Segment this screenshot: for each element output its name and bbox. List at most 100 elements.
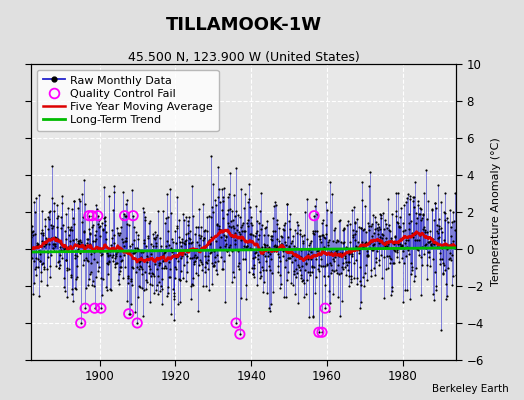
Point: [357, 299, 366, 305]
Point: [88, 212, 96, 219]
Point: [157, 243, 165, 249]
Point: [30, 198, 38, 205]
Point: [254, 256, 262, 262]
Point: [112, 251, 121, 258]
Point: [214, 194, 222, 200]
Point: [94, 220, 102, 227]
Point: [434, 230, 442, 236]
Point: [206, 153, 215, 159]
Point: [376, 226, 385, 232]
Point: [43, 282, 51, 288]
Point: [206, 241, 214, 248]
Point: [108, 234, 116, 241]
Point: [33, 242, 41, 248]
Point: [439, 270, 447, 277]
Point: [316, 263, 325, 269]
Point: [154, 291, 162, 298]
Point: [198, 260, 206, 267]
Point: [225, 170, 234, 176]
Point: [374, 227, 382, 233]
Point: [178, 236, 186, 242]
Point: [160, 265, 169, 272]
Point: [281, 263, 290, 270]
Point: [432, 204, 440, 211]
Point: [222, 234, 230, 240]
Point: [106, 246, 115, 253]
Point: [165, 273, 173, 280]
Point: [421, 167, 430, 173]
Point: [448, 252, 456, 258]
Point: [188, 255, 196, 262]
Point: [67, 272, 75, 278]
Point: [137, 248, 145, 255]
Point: [429, 240, 437, 246]
Point: [239, 246, 247, 252]
Point: [148, 243, 157, 250]
Point: [234, 248, 242, 254]
Point: [212, 202, 220, 208]
Point: [95, 264, 103, 271]
Point: [310, 264, 319, 270]
Point: [177, 254, 185, 261]
Point: [236, 231, 244, 238]
Point: [318, 232, 326, 238]
Point: [401, 227, 409, 234]
Point: [168, 249, 176, 256]
Point: [60, 274, 68, 281]
Point: [237, 224, 245, 230]
Point: [254, 236, 263, 242]
Point: [204, 257, 212, 264]
Point: [405, 211, 413, 217]
Point: [68, 205, 76, 212]
Point: [181, 241, 189, 247]
Point: [256, 275, 264, 281]
Point: [353, 275, 361, 281]
Point: [194, 224, 202, 231]
Point: [158, 286, 166, 292]
Point: [123, 298, 132, 304]
Point: [131, 249, 139, 255]
Point: [350, 275, 358, 281]
Point: [108, 207, 117, 214]
Point: [303, 196, 311, 202]
Point: [320, 282, 329, 288]
Point: [110, 232, 118, 238]
Point: [390, 247, 398, 253]
Point: [34, 241, 42, 247]
Point: [126, 311, 135, 318]
Point: [106, 286, 115, 292]
Point: [368, 242, 377, 248]
Point: [63, 294, 72, 300]
Y-axis label: Temperature Anomaly (°C): Temperature Anomaly (°C): [490, 138, 500, 286]
Point: [97, 251, 105, 258]
Point: [114, 230, 122, 236]
Point: [235, 214, 244, 220]
Point: [361, 270, 369, 277]
Point: [193, 307, 202, 314]
Point: [204, 213, 213, 219]
Point: [161, 215, 170, 222]
Point: [277, 240, 286, 247]
Point: [372, 254, 380, 261]
Point: [303, 255, 312, 262]
Point: [45, 216, 53, 222]
Point: [40, 264, 49, 270]
Point: [277, 233, 285, 240]
Point: [89, 277, 97, 284]
Point: [347, 251, 356, 258]
Point: [399, 228, 407, 235]
Point: [71, 286, 80, 292]
Point: [40, 242, 48, 249]
Point: [41, 216, 50, 222]
Point: [135, 266, 143, 272]
Point: [440, 262, 448, 268]
Point: [255, 258, 264, 265]
Point: [53, 215, 61, 221]
Point: [212, 238, 221, 244]
Point: [258, 222, 266, 228]
Point: [409, 194, 418, 200]
Point: [33, 240, 41, 246]
Point: [171, 266, 180, 272]
Point: [380, 295, 388, 302]
Point: [238, 228, 247, 235]
